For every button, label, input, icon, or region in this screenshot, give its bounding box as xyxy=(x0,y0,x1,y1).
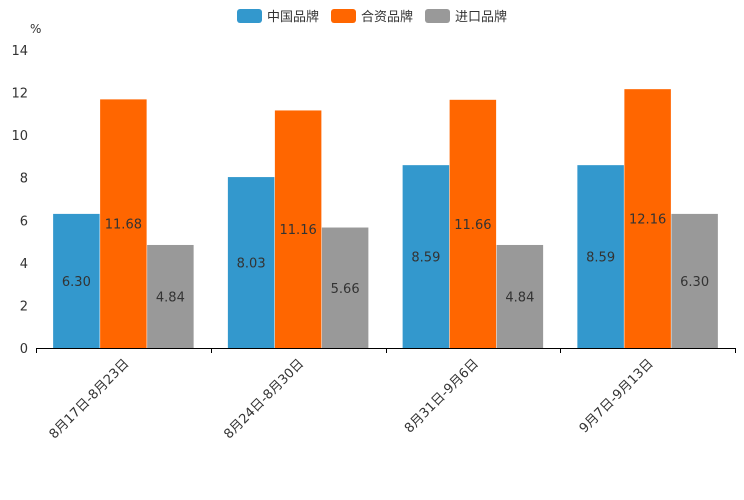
bar-import-brand-2[interactable] xyxy=(496,244,544,348)
data-labels-group: 6.30 11.68 4.84 8.03 11.16 5.66 8.59 11.66 4.84 8… xyxy=(62,213,709,306)
bar-import-brand-1[interactable] xyxy=(321,227,369,348)
x-tick-label: 8月17日-8月23日 xyxy=(47,356,133,442)
bar-joint-venture-brand-1[interactable] xyxy=(274,110,322,348)
legend-label-joint-venture-brand: 合资品牌 xyxy=(360,10,413,25)
x-axis: 8月17日-8月23日 8月24日-8月30日 8月31日-9月6日 9月7日-9月1… xyxy=(36,348,736,442)
bar-joint-venture-brand-2[interactable] xyxy=(449,99,497,349)
y-tick-label: 2 xyxy=(20,299,28,314)
legend-swatch-import-brand xyxy=(425,8,450,23)
y-tick-label: 12 xyxy=(11,87,28,102)
data-label: 11.66 xyxy=(454,218,491,233)
x-tick-label: 8月24日-8月30日 xyxy=(221,356,307,442)
bar-joint-venture-brand-0[interactable] xyxy=(100,99,147,348)
y-tick-label: 6 xyxy=(20,214,28,229)
legend-item-import-brand[interactable]: 进口品牌 xyxy=(425,6,507,25)
data-label: 4.84 xyxy=(156,290,185,305)
y-tick-label: 8 xyxy=(20,172,28,187)
legend: 中国品牌 合资品牌 进口品牌 xyxy=(0,6,744,25)
bar-china-brand-0[interactable] xyxy=(53,213,100,348)
bar-import-brand-0[interactable] xyxy=(147,244,194,348)
data-label: 4.84 xyxy=(505,290,534,305)
legend-label-import-brand: 进口品牌 xyxy=(455,10,508,25)
legend-swatch-china-brand xyxy=(236,8,262,23)
y-tick-label: 4 xyxy=(20,257,28,272)
legend-label-china-brand: 中国品牌 xyxy=(266,10,319,25)
data-label: 6.30 xyxy=(62,275,91,290)
y-tick-label: 0 xyxy=(20,342,28,357)
x-tick-label: 8月31日-9月6日 xyxy=(402,356,482,436)
x-tick-label: 9月7日-9月13日 xyxy=(577,356,657,436)
legend-item-china-brand[interactable]: 中国品牌 xyxy=(236,6,319,25)
data-label: 8.59 xyxy=(586,251,615,266)
data-label: 8.59 xyxy=(411,251,440,266)
bar-china-brand-1[interactable] xyxy=(227,177,275,348)
data-label: 8.03 xyxy=(237,257,266,272)
y-tick-label: 14 xyxy=(11,44,28,59)
bar-import-brand-3[interactable] xyxy=(671,213,718,348)
bar-china-brand-3[interactable] xyxy=(577,165,624,348)
legend-item-joint-venture-brand[interactable]: 合资品牌 xyxy=(330,6,413,25)
data-label: 6.30 xyxy=(680,275,709,290)
data-label: 12.16 xyxy=(629,213,666,228)
data-label: 11.16 xyxy=(280,223,317,238)
y-axis-ticks: 0 2 4 6 8 10 12 14 xyxy=(11,44,28,357)
data-label: 5.66 xyxy=(331,282,360,297)
legend-swatch-joint-venture-brand xyxy=(330,8,356,23)
bars-group xyxy=(53,89,718,349)
y-axis-unit-label: % xyxy=(30,22,41,36)
y-tick-label: 10 xyxy=(11,129,28,144)
data-label: 11.68 xyxy=(105,218,142,233)
bar-joint-venture-brand-3[interactable] xyxy=(624,89,671,348)
bar-china-brand-2[interactable] xyxy=(402,165,450,348)
